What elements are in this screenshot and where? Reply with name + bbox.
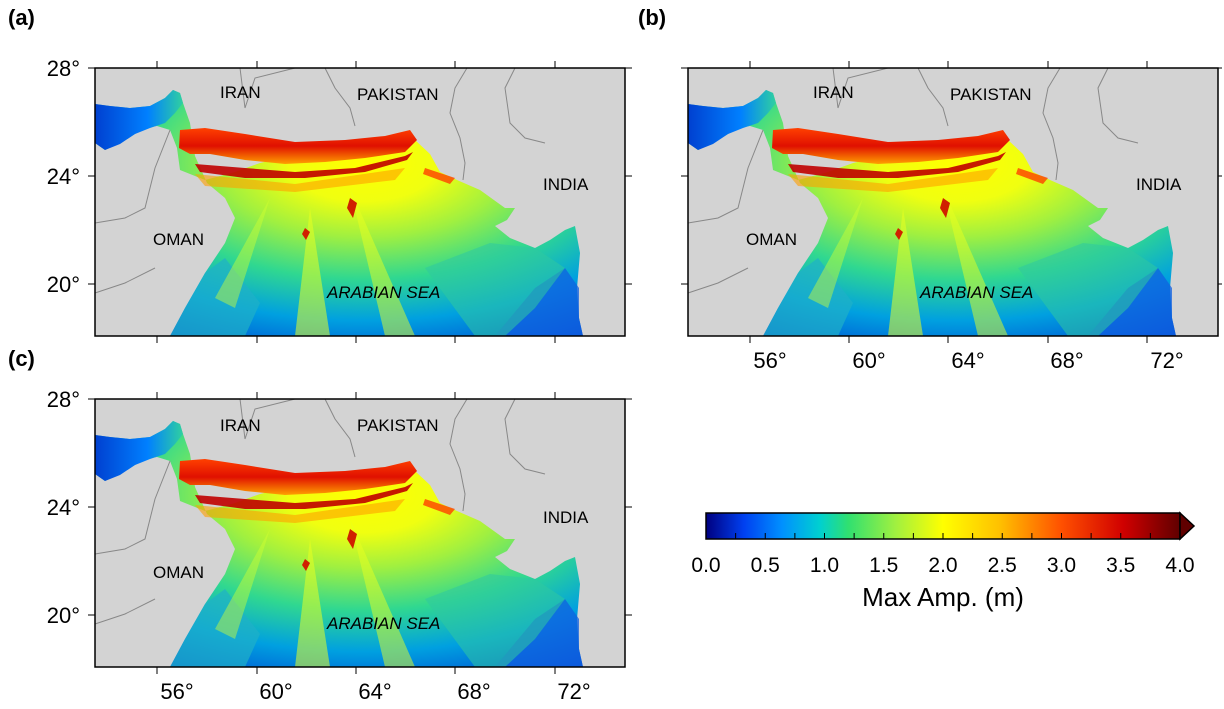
panel-c-lon-tick-64: 64° (358, 679, 391, 704)
colorbar-tick-label: 3.5 (1106, 554, 1135, 577)
panel-b-place-oman: OMAN (746, 230, 797, 249)
panel-b-place-india: INDIA (1136, 175, 1182, 194)
colorbar-title: Max Amp. (m) (862, 582, 1024, 612)
panel-a-frame (94, 67, 626, 337)
colorbar-tick-label: 1.5 (869, 554, 898, 577)
panel-c-tickmarks (156, 392, 632, 674)
panel-c-lon-tick-60: 60° (259, 679, 292, 704)
colorbar-tick-label: 4.0 (1165, 554, 1194, 577)
panel-b-place-pakistan: PAKISTAN (950, 85, 1032, 104)
panel-c-place-sea: ARABIAN SEA (326, 614, 440, 633)
panel-c-lat-axis: 28° 24° 20° (47, 387, 95, 628)
panel-c-place-iran: IRAN (220, 416, 261, 435)
panel-c-place-oman: OMAN (153, 563, 204, 582)
panel-a-place-india: INDIA (543, 175, 589, 194)
colorbar-ticks: 0.0 0.5 1.0 1.5 2.0 2.5 3.0 3.5 4.0 (691, 533, 1195, 577)
panel-c-lon-tick-68: 68° (457, 679, 490, 704)
panel-b-frame (687, 67, 1219, 337)
panel-b: (b) IRAN PAKISTAN INDIA OMAN ARABIAN SEA… (638, 5, 1222, 373)
colorbar: 0.0 0.5 1.0 1.5 2.0 2.5 3.0 3.5 4.0 Max Amp. (m) (691, 511, 1196, 612)
panel-a-lon-tickmarks (156, 61, 632, 343)
panel-a: (a) IRAN PAKISTAN INDIA OMAN ARABIAN SEA… (8, 5, 632, 343)
panel-a-lat-tick-24: 24° (47, 164, 80, 189)
panel-b-lon-tick-68: 68° (1050, 348, 1083, 373)
panel-c-lon-axis: 56° 60° 64° 68° 72° (160, 679, 590, 704)
panel-b-lon-axis: 56° 60° 64° 68° 72° (753, 348, 1183, 373)
panel-a-lat-tick-28: 28° (47, 56, 80, 81)
panel-b-place-sea: ARABIAN SEA (919, 283, 1033, 302)
panel-c-lon-tick-56: 56° (160, 679, 193, 704)
panel-b-label: (b) (638, 5, 666, 30)
panel-b-lon-tick-60: 60° (852, 348, 885, 373)
colorbar-tick-label: 2.5 (988, 554, 1017, 577)
panel-a-place-oman: OMAN (153, 230, 204, 249)
panel-b-lon-tick-72: 72° (1150, 348, 1183, 373)
panel-b-lon-tick-56: 56° (753, 348, 786, 373)
panel-a-lat-tick-20: 20° (47, 272, 80, 297)
panel-b-place-iran: IRAN (813, 83, 854, 102)
panel-c-frame (94, 398, 626, 668)
panel-c-lat-tick-24: 24° (47, 495, 80, 520)
panel-a-label: (a) (8, 5, 35, 30)
colorbar-tick-label: 0.0 (691, 554, 720, 577)
panel-b-map: IRAN PAKISTAN INDIA OMAN ARABIAN SEA (687, 67, 1219, 337)
panel-a-place-sea: ARABIAN SEA (326, 283, 440, 302)
colorbar-tick-label: 3.0 (1047, 554, 1076, 577)
panel-c: (c) IRAN PAKISTAN INDIA OMAN ARABIAN SEA… (8, 346, 632, 704)
panel-c-place-pakistan: PAKISTAN (357, 416, 439, 435)
panel-a-place-pakistan: PAKISTAN (357, 85, 439, 104)
panel-a-map: IRAN PAKISTAN INDIA OMAN ARABIAN SEA (94, 67, 626, 337)
panel-c-place-india: INDIA (543, 508, 589, 527)
panel-c-lon-tick-72: 72° (557, 679, 590, 704)
colorbar-tick-label: 1.0 (810, 554, 839, 577)
panel-a-place-iran: IRAN (220, 83, 261, 102)
panel-c-label: (c) (8, 346, 35, 371)
panel-b-lon-tick-64: 64° (951, 348, 984, 373)
colorbar-extend-arrow (1179, 511, 1196, 541)
colorbar-tick-label: 0.5 (751, 554, 780, 577)
panel-a-lat-axis: 28° 24° 20° (47, 56, 95, 297)
panel-b-tickmarks (681, 61, 1222, 343)
panel-c-lat-tick-28: 28° (47, 387, 80, 412)
panel-c-lat-tick-20: 20° (47, 603, 80, 628)
colorbar-tick-label: 2.0 (928, 554, 957, 577)
panel-c-map: IRAN PAKISTAN INDIA OMAN ARABIAN SEA (94, 398, 626, 668)
